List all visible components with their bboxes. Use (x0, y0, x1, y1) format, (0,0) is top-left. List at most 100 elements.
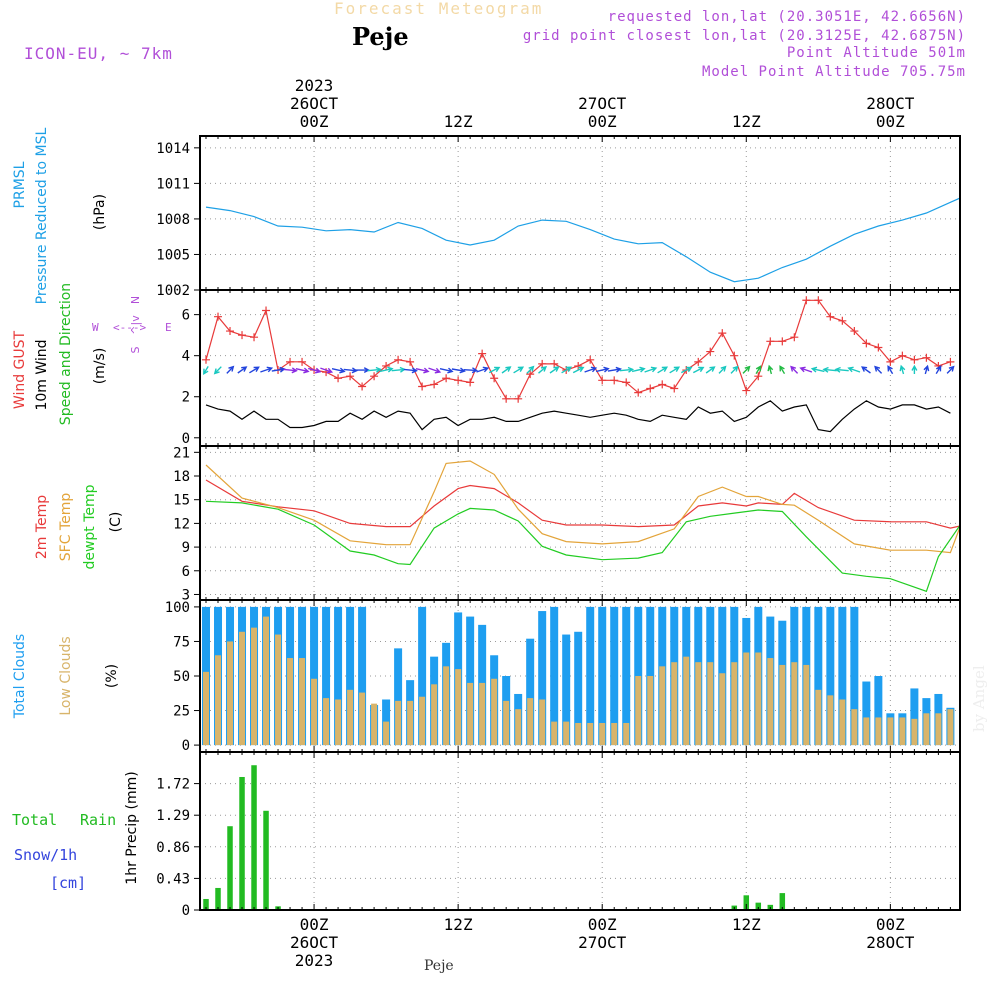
grid-point-coords: grid point closest lon,lat (20.3125E, 42… (522, 28, 966, 44)
y-tick-label: 3 (182, 587, 190, 603)
wind-arrow (379, 366, 394, 373)
total-cloud-bar (346, 606, 355, 746)
bottom-time-label: 28OCT (866, 933, 915, 952)
wind-arrow (584, 366, 598, 373)
temp-2m-label: 2m Temp (34, 495, 50, 559)
low-cloud-bar (551, 721, 558, 746)
gust-marker (454, 376, 463, 385)
panel-wind: 0 2 4 6 (182, 289, 961, 447)
y-tick-label: 1.29 (156, 808, 190, 824)
wind-arrow (488, 366, 501, 374)
wind-arrow (526, 365, 535, 374)
gust-marker (430, 380, 439, 389)
10m-wind-line (205, 400, 951, 433)
gust-marker (790, 333, 799, 342)
top-time-label: 12Z (444, 112, 473, 131)
page-title: Peje (352, 22, 409, 51)
wind-arrow (790, 365, 799, 374)
wind-arrow (439, 367, 454, 374)
total-cloud-bar (334, 606, 343, 746)
gust-marker (526, 370, 535, 379)
low-cloud-bar (587, 722, 594, 746)
top-time-label: 27OCT (578, 94, 627, 113)
panel-clouds: 0 25 50 75 100 (165, 599, 961, 754)
wind-arrow (561, 366, 573, 374)
total-clouds-label: Total Clouds (12, 634, 28, 719)
wind-gust-line (205, 299, 951, 400)
low-cloud-bar (563, 721, 570, 746)
chart-name: Forecast Meteogram (334, 0, 544, 18)
y-tick-label: 0.86 (156, 840, 190, 856)
low-cloud-bar (851, 709, 858, 746)
temp-sfc-label: SFC Temp (58, 493, 74, 562)
wind-direction-label: Speed and Direction (58, 283, 74, 425)
panel-temp-plot (200, 446, 960, 600)
wind-arrow (538, 365, 548, 374)
compass-horizontal: <---> (113, 321, 146, 334)
gust-marker (346, 372, 355, 381)
wind-arrow (911, 364, 918, 374)
wind-arrow (657, 366, 669, 374)
precip-bar (263, 810, 269, 910)
credit: by Angel (970, 665, 988, 732)
panel-clouds-plot (200, 600, 960, 752)
y-tick-label: 1011 (156, 176, 190, 192)
gust-marker (742, 386, 751, 395)
gust-marker (238, 331, 247, 340)
y-tick-label: 1008 (156, 212, 190, 228)
gust-marker (382, 361, 391, 370)
wind-arrow (874, 365, 883, 374)
wind-arrow (607, 366, 622, 373)
model-label: ICON-EU, ~ 7km (24, 44, 173, 63)
wind-arrow (463, 367, 479, 374)
low-cloud-bar (287, 658, 294, 746)
gust-marker (766, 337, 775, 346)
wind-arrow (260, 366, 274, 373)
wind-arrow (476, 366, 490, 373)
y-tick-label: 1002 (156, 283, 190, 299)
low-cloud-bar (239, 631, 246, 746)
total-cloud-bar (418, 606, 427, 746)
y-tick-label: 1.72 (156, 777, 190, 793)
precip-bar (755, 902, 762, 910)
gust-marker (922, 353, 931, 362)
wind-arrow (513, 366, 525, 374)
y-tick-label: 12 (173, 516, 190, 532)
low-cloud-bar (347, 689, 354, 746)
gust-marker (826, 312, 835, 321)
top-time-label: 26OCT (290, 94, 339, 113)
pressure-label-msl: Pressure Reduced to MSL (34, 127, 50, 304)
low-cloud-bar (431, 684, 438, 746)
temp-dewpt-label: dewpt Temp (82, 484, 98, 569)
wind-arrow (415, 367, 430, 374)
wind-arrow (810, 366, 825, 373)
y-tick-label: 0 (182, 903, 190, 919)
low-cloud-bar (455, 669, 462, 746)
gust-marker (442, 374, 451, 383)
y-tick-label: 0.43 (156, 871, 190, 887)
precip-unit-label: 1hr Precip (mm) (124, 771, 140, 884)
low-cloud-bar (707, 662, 714, 746)
prmsl-line (205, 197, 960, 283)
wind-arrow (237, 366, 248, 374)
gust-marker (502, 394, 511, 403)
wind-arrow (331, 367, 346, 374)
wind-arrow (451, 367, 466, 374)
wind-arrow (946, 365, 955, 374)
wind-arrow (669, 366, 681, 374)
low-cloud-bar (383, 721, 390, 746)
low-cloud-bar (575, 722, 582, 746)
total-cloud-bar (526, 638, 535, 746)
2m-temp-line (205, 479, 960, 529)
gust-marker (622, 378, 631, 387)
low-cloud-bar (275, 634, 282, 746)
low-cloud-bar (779, 664, 786, 746)
low-cloud-bar (923, 713, 930, 746)
wind-arrow (847, 366, 861, 373)
low-cloud-bar (419, 696, 426, 746)
compass-east: E (165, 321, 172, 334)
cloud-unit-label: (%) (104, 664, 120, 688)
bottom-time-label: 26OCT (290, 933, 339, 952)
wind-arrow (779, 365, 786, 375)
y-tick-label: 1005 (156, 247, 190, 263)
